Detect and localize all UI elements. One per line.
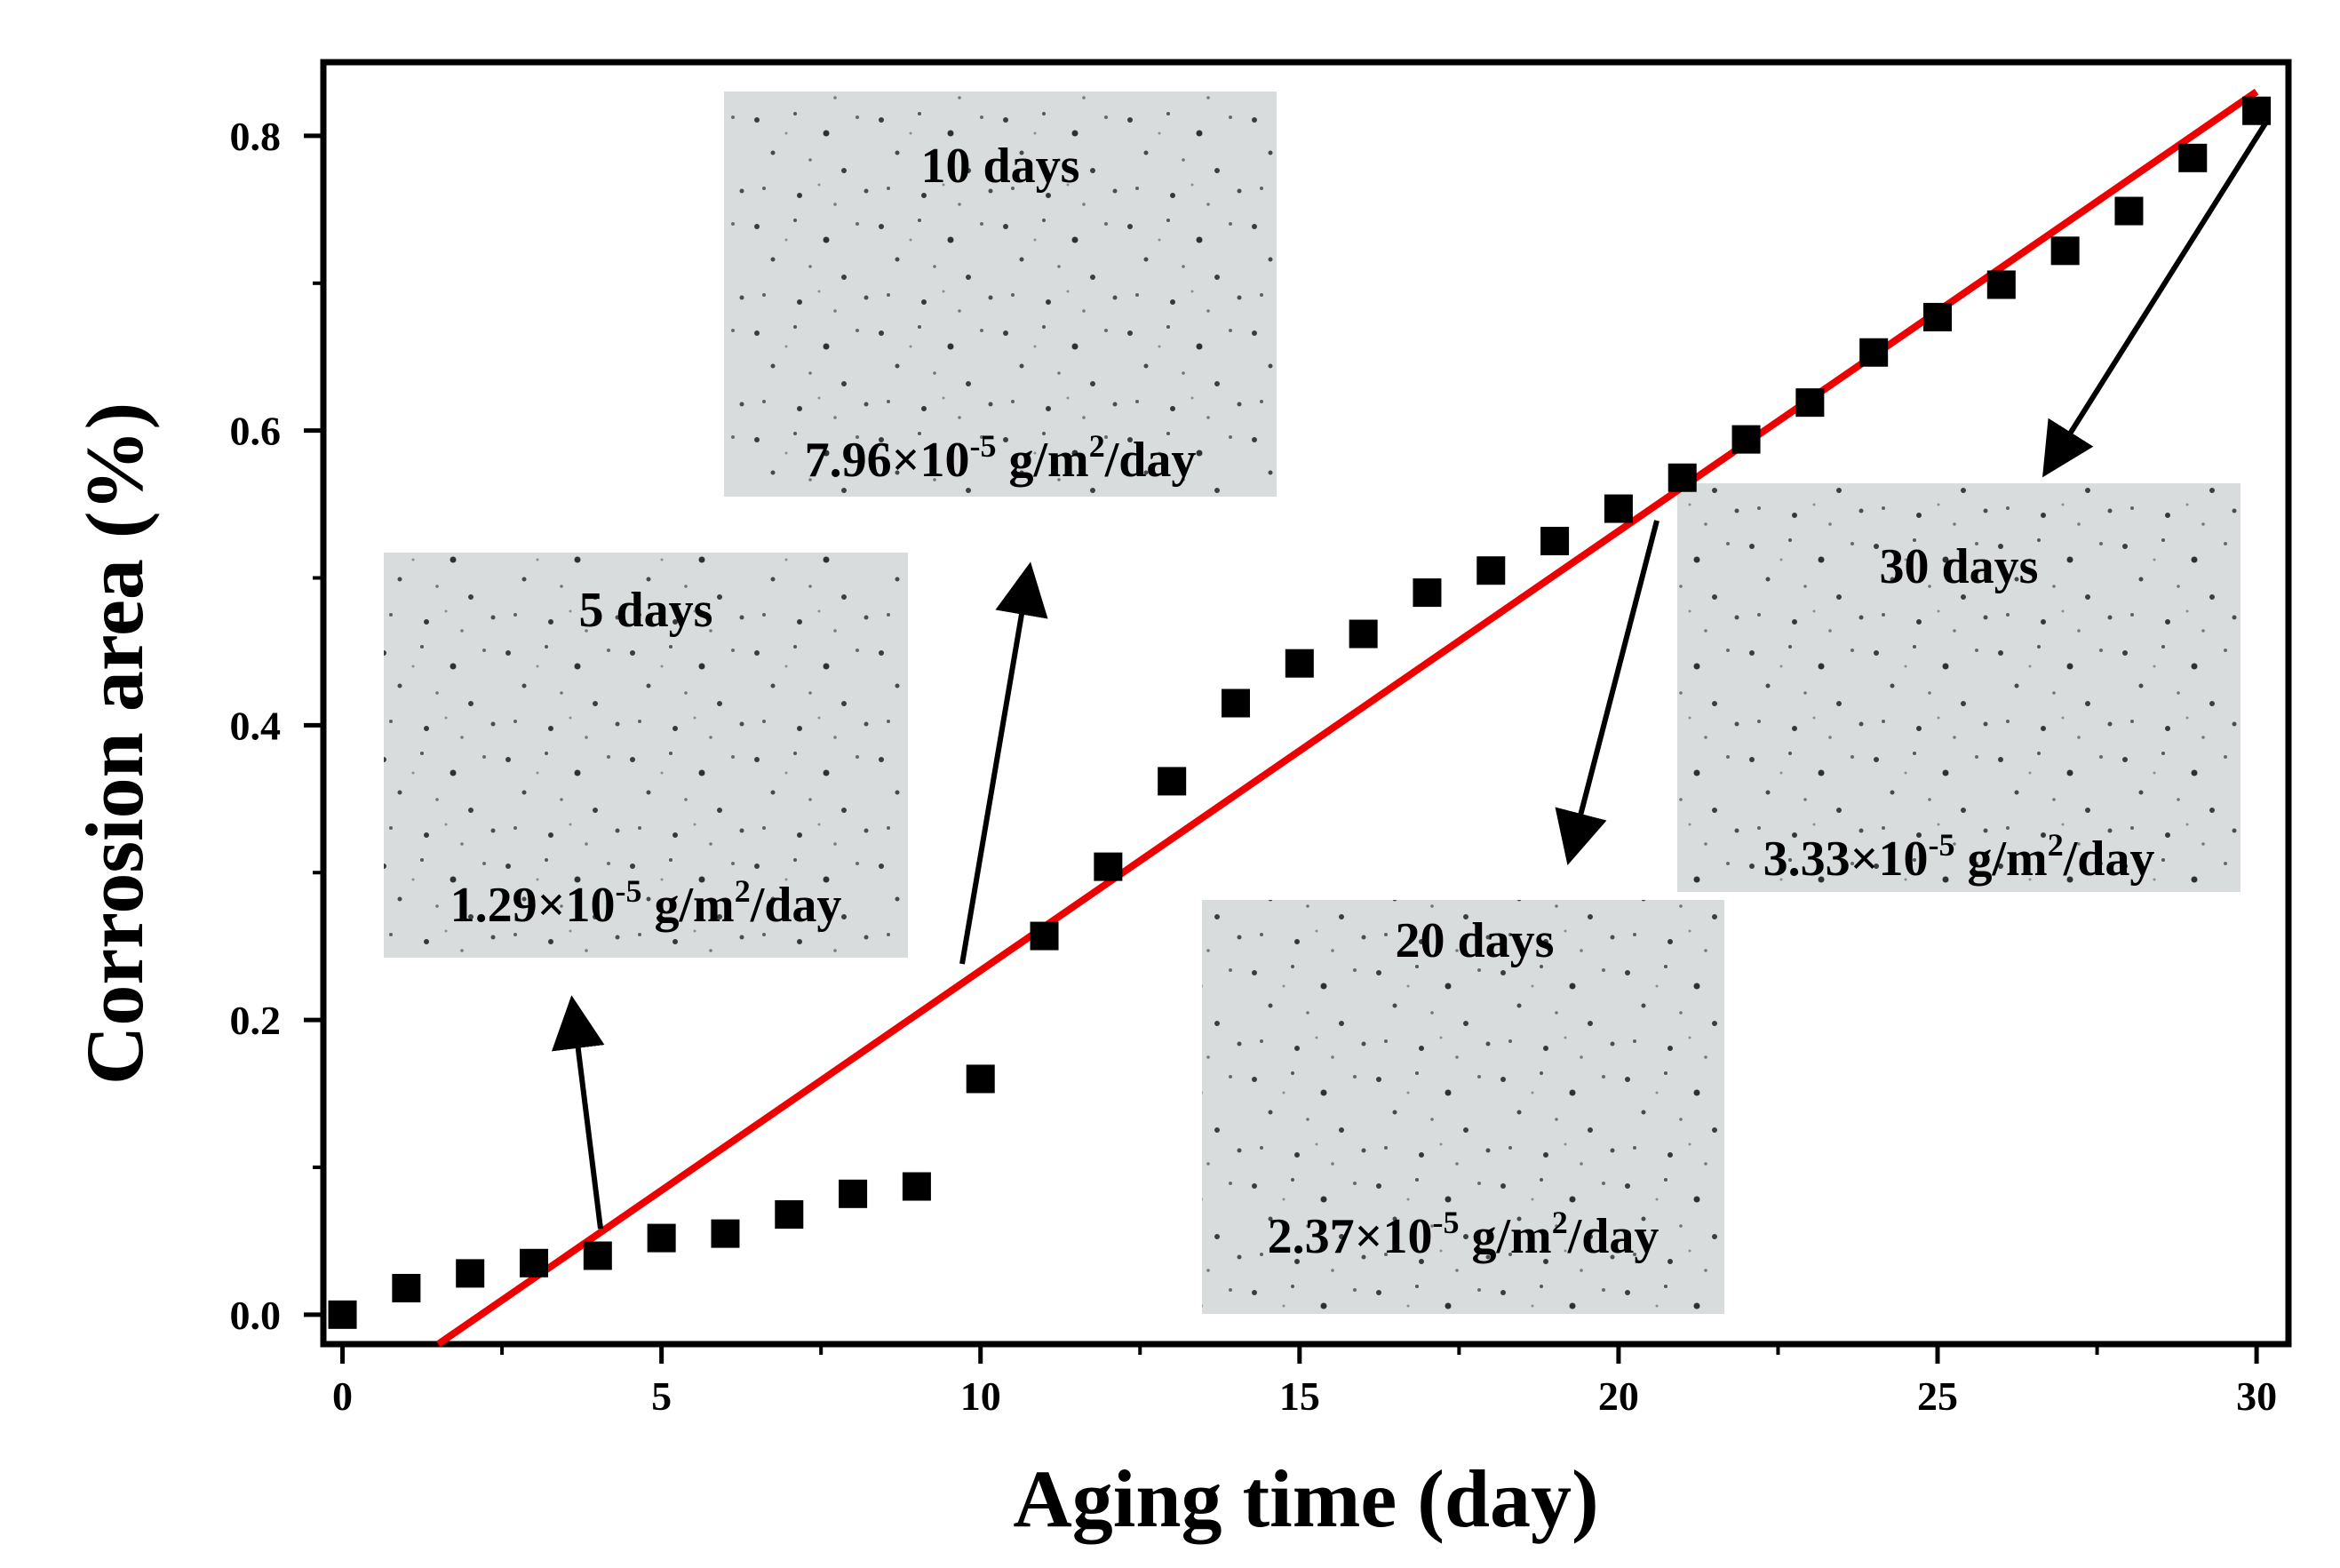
y-tick-label: 0.0 <box>230 1293 282 1338</box>
data-point <box>392 1273 421 1302</box>
x-tick-label: 0 <box>332 1373 353 1419</box>
data-point <box>2242 96 2272 125</box>
x-axis-title: Aging time (day) <box>1013 1453 1598 1544</box>
data-point <box>647 1223 676 1253</box>
data-point <box>1030 921 1059 951</box>
arrow-20-days <box>1555 520 1659 866</box>
micrograph-10-days <box>724 92 1277 497</box>
data-point <box>1349 619 1378 649</box>
annotation-arrows <box>551 122 2268 1230</box>
data-point <box>2050 236 2080 266</box>
y-tick-label: 0.2 <box>230 998 282 1043</box>
x-tick-label: 30 <box>2236 1373 2277 1419</box>
data-point <box>1604 494 1633 523</box>
inset-rate-10-days: 7.96×10-5 g/m2/day <box>805 428 1197 488</box>
x-tick-label: 15 <box>1279 1373 1320 1419</box>
arrow-5-days <box>551 995 605 1230</box>
inset-5-days: 5 days 1.29×10-5 g/m2/day <box>384 553 908 958</box>
data-point <box>775 1200 804 1230</box>
data-point <box>1923 302 1952 331</box>
data-point <box>328 1300 357 1329</box>
y-axis-title: Corrosion area (%) <box>69 402 160 1085</box>
data-point <box>1540 527 1570 556</box>
x-tick-label: 20 <box>1598 1373 1639 1419</box>
inset-title-5-days: 5 days <box>579 583 713 638</box>
y-tick-label: 0.8 <box>230 114 282 159</box>
data-point <box>1476 556 1506 585</box>
inset-title-30-days: 30 days <box>1880 539 2039 594</box>
data-point <box>1413 578 1442 608</box>
data-point <box>1222 688 1250 718</box>
x-tick-label: 25 <box>1917 1373 1958 1419</box>
plot-frame <box>320 59 2292 1348</box>
arrow-10-days <box>959 561 1048 965</box>
data-point <box>1986 270 2016 299</box>
inset-title-10-days: 10 days <box>921 139 1080 194</box>
fit-line <box>436 88 2259 1348</box>
inset-rate-5-days: 1.29×10-5 g/m2/day <box>450 873 842 933</box>
inset-30-days: 30 days 3.33×10-5 g/m2/day <box>1677 483 2241 892</box>
inset-rate-30-days: 3.33×10-5 g/m2/day <box>1763 827 2155 887</box>
arrow-30-days <box>2042 122 2268 478</box>
x-tick-label: 10 <box>960 1373 1001 1419</box>
data-point <box>1667 463 1697 492</box>
data-point <box>1158 767 1187 796</box>
fit-line-group <box>436 88 2259 1348</box>
data-points <box>328 96 2272 1329</box>
micrograph-30-days <box>1677 483 2241 892</box>
data-point <box>1285 649 1314 678</box>
inset-10-days: 10 days 7.96×10-5 g/m2/day <box>724 92 1277 497</box>
data-point <box>711 1219 740 1248</box>
inset-20-days: 20 days 2.37×10-5 g/m2/day <box>1202 900 1724 1314</box>
data-point <box>2178 143 2208 172</box>
data-point <box>1731 425 1761 454</box>
data-point <box>583 1241 612 1270</box>
y-tick-label: 0.4 <box>230 703 282 748</box>
axis-tick-labels: 0 5 10 15 20 25 30 0.0 0.2 0.4 0.6 0.8 <box>230 114 2278 1419</box>
data-point <box>456 1259 485 1288</box>
data-point <box>1795 388 1825 418</box>
axis-ticks <box>304 133 2259 1364</box>
data-point <box>520 1248 548 1277</box>
inset-rate-20-days: 2.37×10-5 g/m2/day <box>1268 1205 1659 1264</box>
data-point <box>839 1179 868 1208</box>
y-tick-label: 0.6 <box>230 409 282 454</box>
data-point <box>902 1172 931 1201</box>
data-point <box>1094 852 1123 881</box>
data-point <box>1859 338 1889 367</box>
micrograph-20-days <box>1202 900 1724 1314</box>
inset-title-20-days: 20 days <box>1396 913 1555 968</box>
x-tick-label: 5 <box>651 1373 672 1419</box>
micrograph-5-days <box>384 553 908 958</box>
data-point <box>966 1064 995 1094</box>
data-point <box>2114 196 2144 226</box>
